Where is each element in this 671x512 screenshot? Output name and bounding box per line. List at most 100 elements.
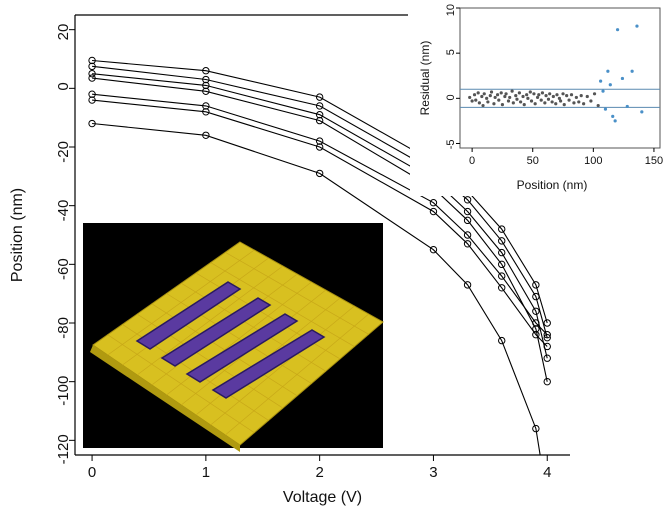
series-4-point <box>202 87 210 95</box>
x-tick-label: 2 <box>315 464 323 481</box>
inset-point <box>529 99 534 103</box>
inset-point <box>582 102 586 106</box>
series-5-point <box>88 90 96 98</box>
inset-point <box>522 103 526 107</box>
afm-trench-2 <box>160 297 272 367</box>
afm-trench-1 <box>135 281 242 350</box>
inset-y-axis-title: Residual (nm) <box>418 41 432 116</box>
series-6-point <box>315 143 324 151</box>
series-3-point <box>315 111 324 119</box>
inset-point <box>615 28 620 32</box>
inset-point <box>635 24 639 28</box>
inset-point <box>510 89 514 93</box>
series-5-point <box>543 331 551 339</box>
inset-point <box>482 92 486 96</box>
series-6-point <box>543 342 551 351</box>
series-line-4 <box>92 77 548 382</box>
x-tick-label: 4 <box>543 464 551 481</box>
inset-point <box>620 76 625 81</box>
inset-point <box>480 94 484 99</box>
afm-texture-line <box>225 313 369 436</box>
inset-x-tick-label: 100 <box>584 155 602 167</box>
inset-point <box>535 95 540 100</box>
afm-surface-edge <box>90 345 240 452</box>
inset-point <box>572 101 576 105</box>
inset-point <box>557 96 561 100</box>
series-line-7 <box>92 122 541 455</box>
inset-y-tick-label: -5 <box>445 139 457 149</box>
series-6-point <box>532 331 540 339</box>
inset-point <box>488 94 492 98</box>
series-1-point <box>498 225 506 233</box>
series-7-point <box>315 169 324 178</box>
series-4-point <box>498 260 506 269</box>
x-tick-label: 0 <box>88 464 96 481</box>
series-4-point <box>463 216 472 225</box>
x-axis-title: Voltage (V) <box>283 489 362 506</box>
inset-point <box>601 89 605 93</box>
series-5-point <box>429 199 438 207</box>
series-2-point <box>88 62 96 71</box>
series-6-point <box>429 207 438 216</box>
series-3-point <box>463 207 472 216</box>
series-6-point <box>463 240 472 248</box>
series-2-point <box>315 102 324 110</box>
inset-point <box>611 114 615 118</box>
inset-y-tick-label: 5 <box>445 49 457 55</box>
inset-point <box>476 91 480 95</box>
series-1-point <box>532 281 540 289</box>
inset-point <box>579 94 583 98</box>
inset-point <box>497 98 501 102</box>
inset-point <box>569 93 574 97</box>
inset-point <box>485 96 489 100</box>
inset-point <box>613 119 617 123</box>
series-3-point <box>88 69 96 78</box>
y-axis-title: Position (nm) <box>9 188 26 282</box>
inset-point <box>521 94 525 99</box>
y-tick-label: -80 <box>55 317 72 339</box>
inset-point <box>503 94 507 99</box>
inset-point <box>506 99 511 103</box>
inset-point <box>562 103 566 107</box>
inset-point <box>585 94 589 99</box>
series-6-point <box>498 284 506 292</box>
series-3-point <box>202 81 210 90</box>
x-tick-label: 3 <box>429 464 437 481</box>
inset-point <box>625 104 629 109</box>
series-5-point <box>202 102 210 110</box>
inset-points <box>468 24 644 123</box>
y-tick-label: -20 <box>55 141 72 163</box>
series-7-point <box>202 131 210 139</box>
series-5-point <box>315 137 324 145</box>
inset-point <box>472 93 477 97</box>
afm-trench-3 <box>185 313 299 383</box>
series-7-point <box>429 245 438 254</box>
inset-point <box>606 69 610 73</box>
inset-point <box>544 94 548 98</box>
series-7-point <box>463 281 472 289</box>
inset-point <box>543 101 547 105</box>
inset-x-tick-label: 150 <box>645 155 663 167</box>
inset-point <box>533 102 537 106</box>
inset-point <box>495 93 500 97</box>
series-7-point <box>532 424 540 433</box>
inset-y-tick-label: 10 <box>445 4 457 16</box>
inset-point <box>565 94 569 98</box>
series-4-point <box>543 377 551 386</box>
series-3-point <box>498 248 506 257</box>
series-line-5 <box>92 93 548 336</box>
series-3-point <box>532 307 540 315</box>
inset-point <box>603 107 608 111</box>
y-tick-label: -120 <box>55 434 72 464</box>
inset-x-tick-label: 0 <box>469 155 475 167</box>
series-7-point <box>544 496 550 502</box>
inset-point <box>539 98 543 102</box>
inset-point <box>504 92 508 96</box>
inset-point <box>540 91 545 95</box>
series-2-point <box>463 196 472 204</box>
inset-point <box>608 83 612 87</box>
inset-point <box>589 99 593 103</box>
inset-point <box>468 95 472 100</box>
